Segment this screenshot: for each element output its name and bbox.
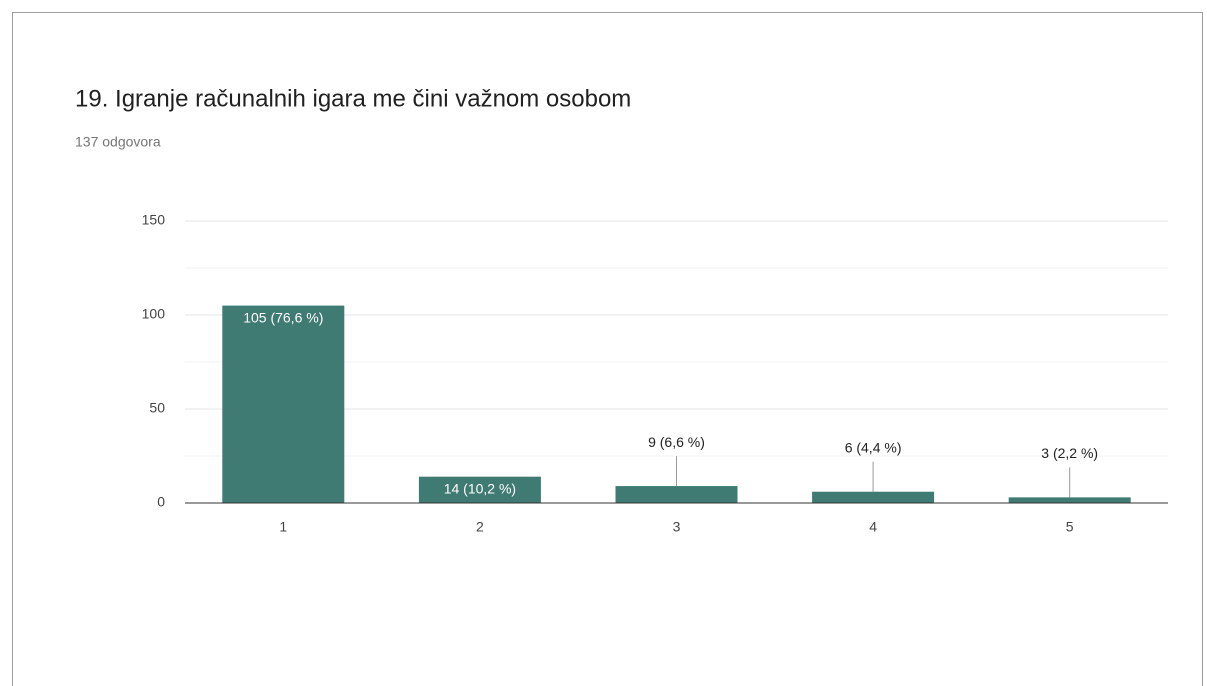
bar <box>812 491 935 503</box>
x-tick-label: 1 <box>279 519 287 535</box>
y-tick-label: 0 <box>157 494 165 510</box>
y-tick-label: 150 <box>142 212 166 228</box>
x-tick-label: 5 <box>1066 519 1074 535</box>
bar <box>222 305 345 503</box>
data-label: 105 (76,6 %) <box>243 309 323 325</box>
chart-subtitle: 137 odgovora <box>75 134 161 150</box>
x-tick-label: 3 <box>673 519 681 535</box>
y-tick-label: 100 <box>142 306 166 322</box>
bar <box>1008 497 1131 503</box>
x-tick-label: 2 <box>476 519 484 535</box>
card <box>12 12 1203 686</box>
bar <box>418 476 541 503</box>
data-label: 6 (4,4 %) <box>845 439 902 455</box>
chart-title: 19. Igranje računalnih igara me čini važ… <box>75 85 631 112</box>
y-tick-label: 50 <box>149 400 165 416</box>
bar <box>615 486 738 503</box>
x-tick-label: 4 <box>869 519 877 535</box>
data-label: 9 (6,6 %) <box>648 434 705 450</box>
data-label: 14 (10,2 %) <box>444 480 516 496</box>
data-label: 3 (2,2 %) <box>1041 445 1098 461</box>
